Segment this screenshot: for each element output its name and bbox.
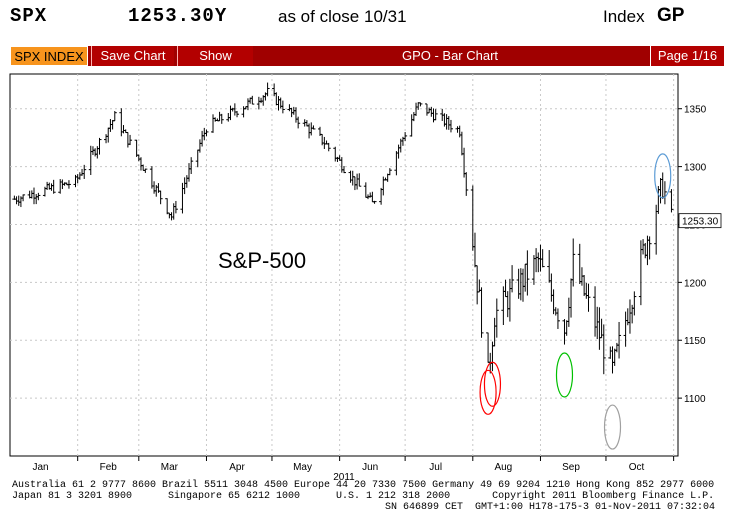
ohlc-bar <box>112 111 117 122</box>
ohlc-bar <box>418 102 423 107</box>
ohlc-bar <box>311 125 316 130</box>
ohlc-bar <box>143 168 148 173</box>
ohlc-bar <box>173 200 178 214</box>
grid <box>9 73 679 457</box>
axes: 110011501200125013001350JanFebMarAprMayJ… <box>32 105 722 480</box>
x-tick-label: Apr <box>229 462 245 473</box>
footer-line-3: SN 646899 CET GMT+1:00 H178-175-3 01-Nov… <box>385 502 716 513</box>
ohlc-bar <box>387 168 392 176</box>
ohlc-bar <box>357 173 362 187</box>
footer-line-1: Australia 61 2 9777 8600 Brazil 5511 304… <box>12 480 715 491</box>
ohlc-bar <box>219 113 224 124</box>
ohlc-bar <box>204 129 209 137</box>
y-tick-label: 1150 <box>684 336 706 347</box>
ohlc-bar <box>82 164 87 179</box>
footer-line-2: Japan 81 3 3201 8900 Singapore 65 6212 1… <box>12 491 715 502</box>
ohlc-bar <box>647 236 652 260</box>
chart-header: SPX 1253.30Y as of close 10/31 Index GP <box>0 0 736 42</box>
ohlc-bar <box>51 179 56 194</box>
x-tick-label: Oct <box>629 462 645 473</box>
x-tick-label: Jul <box>429 462 442 473</box>
ohlc-bar <box>617 321 622 359</box>
save-chart-button[interactable]: Save Chart <box>91 46 174 66</box>
ohlc-bar <box>326 142 331 152</box>
x-tick-label: Sep <box>562 462 580 473</box>
y-tick-label: 1100 <box>684 394 706 405</box>
chart-title: GPO - Bar Chart <box>401 48 499 63</box>
x-tick-label: Feb <box>100 462 118 473</box>
ohlc-bar <box>433 109 438 121</box>
ohlc-bar <box>601 324 606 375</box>
highlight-circles <box>479 153 672 450</box>
x-tick-label: Mar <box>161 462 179 473</box>
ohlc-bar <box>97 137 102 155</box>
x-tick-label: Jan <box>32 462 48 473</box>
highlight-circle <box>479 369 497 415</box>
last-value-box <box>678 213 722 229</box>
ohlc-bar <box>525 250 530 296</box>
ohlc-bar <box>464 172 469 196</box>
ticker-symbol: SPX <box>10 5 48 27</box>
ohlc-bar <box>555 308 560 329</box>
ohlc-bar <box>66 180 71 189</box>
x-tick-label: May <box>293 462 312 473</box>
ohlc-bar <box>296 116 301 129</box>
ohlc-bar <box>189 157 194 175</box>
x-tick-label: Aug <box>494 462 512 473</box>
highlight-circle <box>603 404 622 450</box>
bar-chart: 110011501200125013001350JanFebMarAprMayJ… <box>9 73 722 480</box>
y-tick-label: 1300 <box>684 163 707 174</box>
ohlc-bar <box>36 192 41 201</box>
ohlc-bar <box>403 132 408 142</box>
last-price: 1253.30Y <box>128 5 228 27</box>
page-indicator[interactable]: Page 1/16 <box>650 46 724 66</box>
ohlc-bar <box>510 265 515 293</box>
ohlc-bar <box>250 95 255 105</box>
ohlc-bar <box>571 238 576 287</box>
last-value-label: 1253.30 <box>682 217 719 228</box>
ohlc-bar <box>586 283 591 312</box>
ohlc-bar <box>158 190 163 205</box>
ohlc-bar <box>265 82 270 97</box>
ohlc-bar <box>540 249 545 268</box>
ohlc-bar <box>479 287 484 338</box>
ohlc-bar <box>342 165 346 174</box>
function-code: GP <box>657 5 685 26</box>
plot-area <box>9 73 679 457</box>
y-tick-label: 1350 <box>684 105 707 116</box>
x-tick-label: Jun <box>362 462 378 473</box>
highlight-circle <box>654 153 672 199</box>
index-label: Index <box>603 7 645 26</box>
as-of-date: as of close 10/31 <box>278 7 407 26</box>
show-button[interactable]: Show <box>177 46 253 66</box>
footer: Australia 61 2 9777 8600 Brazil 5511 304… <box>0 480 736 527</box>
ohlc-bar <box>235 110 240 118</box>
ohlc-bar <box>128 134 133 146</box>
y-tick-label: 1200 <box>684 278 707 289</box>
ohlc-bar <box>21 194 26 202</box>
ohlc-bar <box>494 298 499 338</box>
security-tab[interactable]: SPX INDEX <box>10 46 88 66</box>
menu-bar: SPX INDEX Save Chart Show GPO - Bar Char… <box>10 46 724 66</box>
highlight-circle <box>555 352 574 398</box>
x-axis-year-label: 2011 <box>333 472 355 480</box>
sp500-annotation: S&P-500 <box>218 248 306 273</box>
ohlc-bar <box>669 189 674 213</box>
ohlc-bars <box>12 82 674 375</box>
ohlc-bar <box>280 100 285 114</box>
ohlc-bar <box>632 291 637 316</box>
ohlc-bar <box>372 200 377 204</box>
highlight-circle <box>483 361 502 407</box>
ohlc-bar <box>448 119 453 133</box>
